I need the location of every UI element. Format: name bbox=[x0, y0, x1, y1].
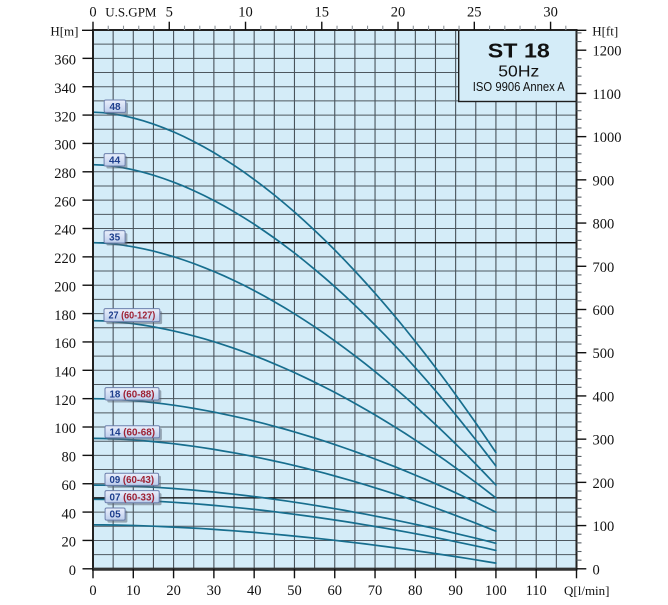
svg-text:400: 400 bbox=[593, 389, 615, 405]
svg-text:44: 44 bbox=[109, 155, 121, 166]
svg-text:1100: 1100 bbox=[593, 87, 621, 103]
svg-text:35: 35 bbox=[109, 232, 121, 243]
svg-text:Q[l/min]: Q[l/min] bbox=[564, 583, 610, 598]
svg-text:20: 20 bbox=[166, 583, 181, 599]
svg-text:5: 5 bbox=[166, 5, 173, 21]
svg-text:10: 10 bbox=[126, 583, 141, 599]
svg-text:300: 300 bbox=[593, 433, 615, 449]
svg-text:600: 600 bbox=[593, 303, 615, 319]
svg-text:05: 05 bbox=[110, 510, 122, 521]
svg-text:700: 700 bbox=[593, 260, 615, 276]
svg-text:30: 30 bbox=[207, 583, 222, 599]
svg-text:100: 100 bbox=[485, 583, 507, 599]
svg-text:500: 500 bbox=[593, 346, 615, 362]
svg-text:800: 800 bbox=[593, 217, 615, 233]
svg-text:220: 220 bbox=[54, 251, 76, 267]
svg-text:07 (60-33): 07 (60-33) bbox=[110, 492, 155, 503]
svg-text:80: 80 bbox=[62, 450, 77, 466]
svg-text:260: 260 bbox=[54, 194, 76, 210]
svg-text:120: 120 bbox=[54, 393, 76, 409]
svg-text:09 (60-43): 09 (60-43) bbox=[110, 475, 155, 486]
svg-text:0: 0 bbox=[89, 5, 96, 21]
svg-text:18 (60-88): 18 (60-88) bbox=[110, 389, 155, 400]
svg-text:60: 60 bbox=[328, 583, 343, 599]
svg-text:110: 110 bbox=[526, 583, 547, 599]
svg-text:70: 70 bbox=[368, 583, 383, 599]
svg-text:100: 100 bbox=[54, 421, 76, 437]
svg-text:160: 160 bbox=[54, 336, 76, 352]
svg-text:240: 240 bbox=[54, 223, 76, 239]
svg-text:180: 180 bbox=[54, 308, 76, 324]
svg-text:30: 30 bbox=[543, 5, 558, 21]
svg-text:1200: 1200 bbox=[593, 44, 622, 60]
svg-text:900: 900 bbox=[593, 173, 615, 189]
svg-text:20: 20 bbox=[62, 535, 77, 551]
svg-text:340: 340 bbox=[54, 81, 76, 97]
svg-text:H[ft]: H[ft] bbox=[592, 24, 618, 39]
svg-text:0: 0 bbox=[89, 583, 96, 599]
svg-text:40: 40 bbox=[62, 506, 77, 522]
svg-text:360: 360 bbox=[54, 53, 76, 69]
svg-text:0: 0 bbox=[69, 563, 76, 579]
svg-text:320: 320 bbox=[54, 109, 76, 125]
svg-text:20: 20 bbox=[391, 5, 406, 21]
svg-text:48: 48 bbox=[109, 102, 121, 113]
svg-text:27 (60-127): 27 (60-127) bbox=[109, 311, 156, 322]
svg-text:0: 0 bbox=[593, 562, 600, 578]
svg-text:200: 200 bbox=[593, 476, 615, 492]
svg-text:10: 10 bbox=[238, 5, 253, 21]
svg-text:280: 280 bbox=[54, 166, 76, 182]
svg-text:50Hz: 50Hz bbox=[498, 64, 539, 81]
svg-text:80: 80 bbox=[408, 583, 423, 599]
svg-text:300: 300 bbox=[54, 138, 76, 154]
svg-text:ST 18: ST 18 bbox=[488, 41, 550, 63]
svg-text:140: 140 bbox=[54, 365, 76, 381]
svg-text:100: 100 bbox=[593, 519, 615, 535]
svg-text:60: 60 bbox=[62, 478, 77, 494]
svg-text:1000: 1000 bbox=[593, 130, 622, 146]
svg-text:90: 90 bbox=[448, 583, 463, 599]
svg-text:H[m]: H[m] bbox=[50, 24, 78, 39]
svg-text:U.S.GPM: U.S.GPM bbox=[105, 5, 157, 20]
svg-text:14 (60-68): 14 (60-68) bbox=[110, 427, 156, 438]
svg-text:15: 15 bbox=[315, 5, 330, 21]
svg-text:50: 50 bbox=[287, 583, 302, 599]
svg-text:40: 40 bbox=[247, 583, 262, 599]
svg-text:25: 25 bbox=[467, 5, 482, 21]
svg-text:ISO 9906 Annex A: ISO 9906 Annex A bbox=[473, 79, 565, 94]
svg-text:200: 200 bbox=[54, 279, 76, 295]
